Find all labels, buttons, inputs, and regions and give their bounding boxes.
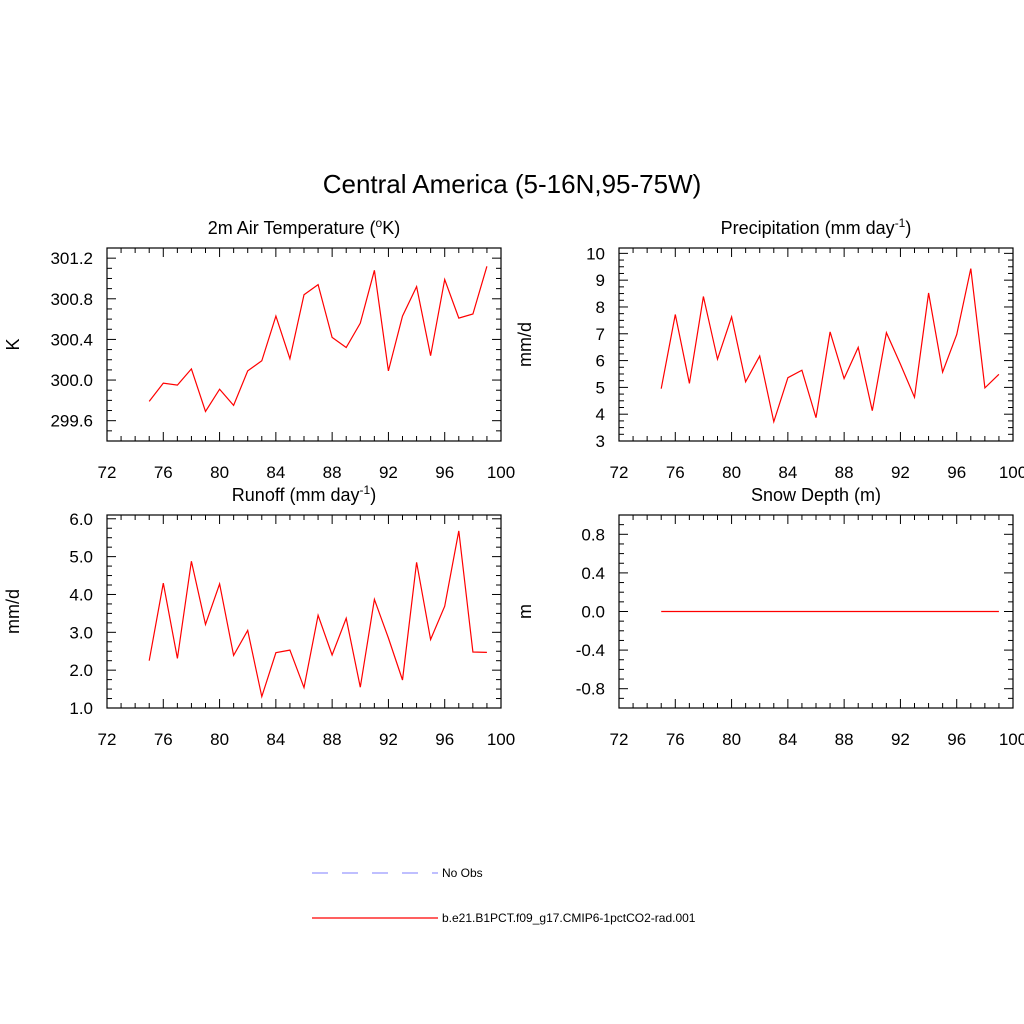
x-tick-label: 76	[154, 730, 173, 749]
y-tick-label: 4	[596, 405, 605, 424]
y-tick-label: 300.0	[50, 371, 93, 390]
x-tick-label: 84	[778, 730, 797, 749]
x-tick-label: 100	[487, 463, 515, 482]
x-tick-label: 88	[323, 730, 342, 749]
legend-label: No Obs	[442, 866, 483, 880]
y-tick-label: 1.0	[69, 699, 93, 718]
y-tick-label: 0.4	[581, 564, 605, 583]
panel-4: Snow Depth (m) m 72 76 80 84 88 92 96 100 -0.8 -0.4…	[515, 485, 1024, 749]
y-tick-label: 5.0	[69, 548, 93, 567]
x-tick-label: 72	[98, 463, 117, 482]
panel-title: Snow Depth (m)	[751, 485, 881, 505]
y-axis-label: mm/d	[515, 322, 535, 367]
series-line	[148, 530, 487, 699]
series-line	[660, 268, 1000, 425]
y-axis-label: K	[3, 338, 23, 350]
y-tick-label: 6.0	[69, 510, 93, 529]
legend-item: No Obs	[312, 866, 483, 880]
x-tick-label: 96	[435, 730, 454, 749]
panel-2: Precipitation (mm day-1)mm/d72 76 80 84 88 92…	[515, 216, 1024, 482]
x-tick-label: 80	[210, 730, 229, 749]
x-tick-label: 100	[999, 463, 1024, 482]
plot-frame	[106, 247, 502, 442]
legend: No Obs b.e21.B1PCT.f09_g17.CMIP6-1pctCO2-…	[312, 866, 696, 925]
panels: 2m Air Temperature (oK)K72 76 80 84 88 92 96 10…	[3, 216, 1024, 749]
y-tick-label: 3.0	[69, 623, 93, 642]
series-line	[148, 266, 488, 413]
x-tick-label: 100	[999, 730, 1024, 749]
y-tick-label: 5	[596, 378, 605, 397]
x-tick-label: 72	[98, 730, 117, 749]
x-tick-label: 96	[435, 463, 454, 482]
x-tick-label: 100	[487, 730, 515, 749]
panel-1: 2m Air Temperature (oK) K 72 76 80 84 88 92 96 10…	[3, 216, 515, 482]
y-tick-label: 299.6	[50, 412, 93, 431]
y-tick-label: -0.8	[576, 680, 605, 699]
y-axis-label: m	[515, 604, 535, 619]
panel-title: Runoff (mm day-1)	[232, 483, 376, 505]
y-tick-label: 7	[596, 325, 605, 344]
y-tick-label: 4.0	[69, 585, 93, 604]
legend-item: b.e21.B1PCT.f09_g17.CMIP6-1pctCO2-rad.00…	[312, 911, 696, 925]
panel-3: Runoff (mm day-1) mm/d 72 76 80 84 88 92 96 100 1.…	[3, 483, 515, 749]
x-tick-label: 84	[778, 463, 797, 482]
x-tick-label: 76	[154, 463, 173, 482]
y-tick-label: -0.4	[576, 641, 605, 660]
panel-title: 2m Air Temperature (oK)	[208, 216, 400, 238]
x-tick-label: 88	[323, 463, 342, 482]
y-tick-label: 6	[596, 352, 605, 371]
x-tick-label: 80	[722, 730, 741, 749]
plot-frame	[618, 247, 1014, 442]
y-tick-label: 9	[596, 271, 605, 290]
y-tick-label: 300.4	[50, 330, 93, 349]
x-tick-label: 92	[891, 463, 910, 482]
x-tick-label: 72	[610, 463, 629, 482]
y-tick-label: 300.8	[50, 290, 93, 309]
y-tick-label: 0.0	[581, 603, 605, 622]
x-tick-label: 84	[266, 730, 285, 749]
y-tick-label: 301.2	[50, 249, 93, 268]
x-tick-label: 76	[666, 730, 685, 749]
x-tick-label: 80	[722, 463, 741, 482]
x-tick-label: 84	[266, 463, 285, 482]
x-tick-label: 92	[379, 730, 398, 749]
panel-title: Precipitation (mm day-1)	[721, 216, 912, 238]
y-tick-label: 3	[596, 432, 605, 451]
x-tick-label: 96	[947, 463, 966, 482]
x-tick-label: 88	[835, 730, 854, 749]
legend-label: b.e21.B1PCT.f09_g17.CMIP6-1pctCO2-rad.00…	[442, 911, 696, 925]
y-tick-label: 0.8	[581, 525, 605, 544]
y-axis-label: mm/d	[3, 589, 23, 634]
figure-title: Central America (5-16N,95-75W)	[323, 169, 702, 199]
x-tick-label: 76	[666, 463, 685, 482]
x-tick-label: 72	[610, 730, 629, 749]
x-tick-label: 92	[379, 463, 398, 482]
y-tick-label: 8	[596, 298, 605, 317]
x-tick-label: 88	[835, 463, 854, 482]
x-tick-label: 92	[891, 730, 910, 749]
y-tick-label: 10	[586, 244, 605, 263]
x-tick-label: 96	[947, 730, 966, 749]
y-tick-label: 2.0	[69, 661, 93, 680]
x-tick-label: 80	[210, 463, 229, 482]
